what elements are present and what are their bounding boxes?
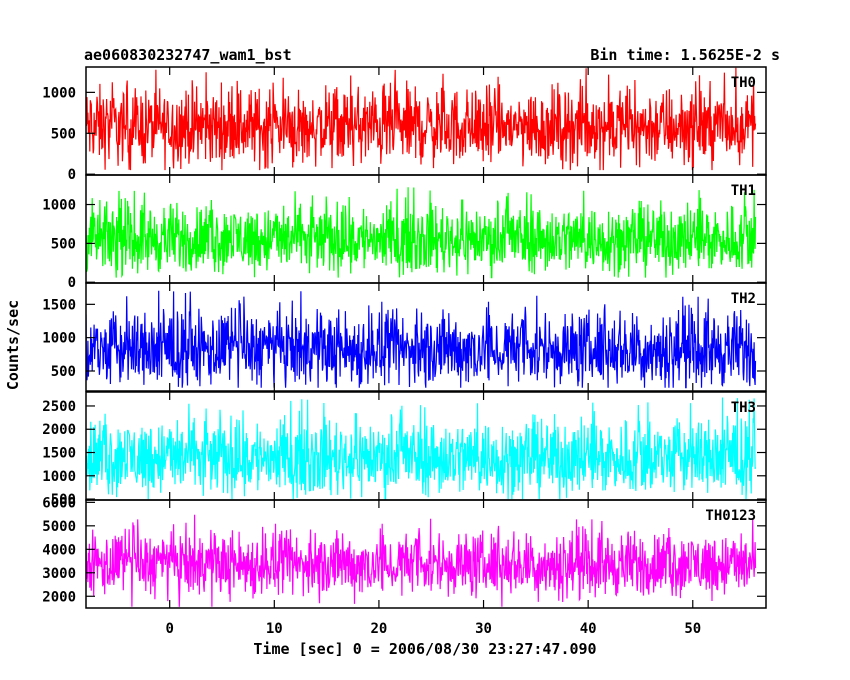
y-tick-label: 2000 [42, 422, 76, 438]
panel-label-th0: TH0 [731, 75, 756, 91]
panels-group: 0 500 1000 TH0 0 500 1000 TH1 500 1000 1500 TH2 500 1… [42, 66, 767, 609]
x-tick-label: 40 [580, 621, 597, 637]
x-tick-label: 0 [165, 621, 173, 637]
y-tick-label: 6000 [42, 495, 76, 511]
y-tick-label: 1000 [42, 85, 76, 101]
panel-th3: 500 1000 1500 2000 2500 TH3 [42, 391, 767, 508]
y-tick-label: 1000 [42, 331, 76, 347]
panel-frame [85, 282, 767, 392]
y-tick-label: 0 [68, 167, 76, 183]
y-tick-label: 500 [51, 492, 76, 508]
y-tick-label: 1500 [42, 446, 76, 462]
y-tick-label: 500 [51, 126, 76, 142]
y-tick-label: 3000 [42, 566, 76, 582]
y-tick-label: 1500 [42, 297, 76, 313]
y-tick-label: 5000 [42, 519, 76, 535]
panel-th0123: 2000 3000 4000 5000 6000 TH0123 [42, 495, 767, 609]
series-th1-line [86, 187, 757, 279]
y-tick-label: 1000 [42, 198, 76, 214]
panel-label-th2: TH2 [731, 291, 756, 307]
chart-title-left: ae060830232747_wam1_bst [84, 46, 292, 64]
y-tick-label: 500 [51, 236, 76, 252]
panel-label-th0123: TH0123 [705, 508, 756, 524]
series-th0-line [86, 67, 757, 171]
series-th2-line [86, 290, 757, 389]
x-tick-label: 20 [370, 621, 387, 637]
chart-title-right: Bin time: 1.5625E-2 s [590, 46, 780, 64]
series-th3-line [86, 397, 757, 500]
y-tick-label: 0 [68, 275, 76, 291]
x-axis-ticks: 0 10 20 30 40 50 [165, 621, 701, 637]
panel-label-th3: TH3 [731, 400, 756, 416]
y-axis-label: Counts/sec [4, 300, 22, 390]
y-tick-label: 4000 [42, 542, 76, 558]
x-tick-label: 50 [684, 621, 701, 637]
x-axis-label: Time [sec] 0 = 2006/08/30 23:27:47.090 [253, 640, 596, 658]
panel-label-th1: TH1 [731, 183, 756, 199]
y-tick-label: 2500 [42, 399, 76, 415]
y-tick-label: 500 [51, 364, 76, 380]
y-tick-label: 2000 [42, 589, 76, 605]
panel-th1: 0 500 1000 TH1 [42, 174, 767, 291]
x-tick-label: 30 [475, 621, 492, 637]
y-tick-label: 1000 [42, 469, 76, 485]
panel-th2: 500 1000 1500 TH2 [42, 282, 767, 392]
panel-th0: 0 500 1000 TH0 [42, 66, 767, 183]
series-th0123-line [86, 514, 757, 607]
x-tick-label: 10 [266, 621, 283, 637]
panel-frame [85, 499, 767, 609]
